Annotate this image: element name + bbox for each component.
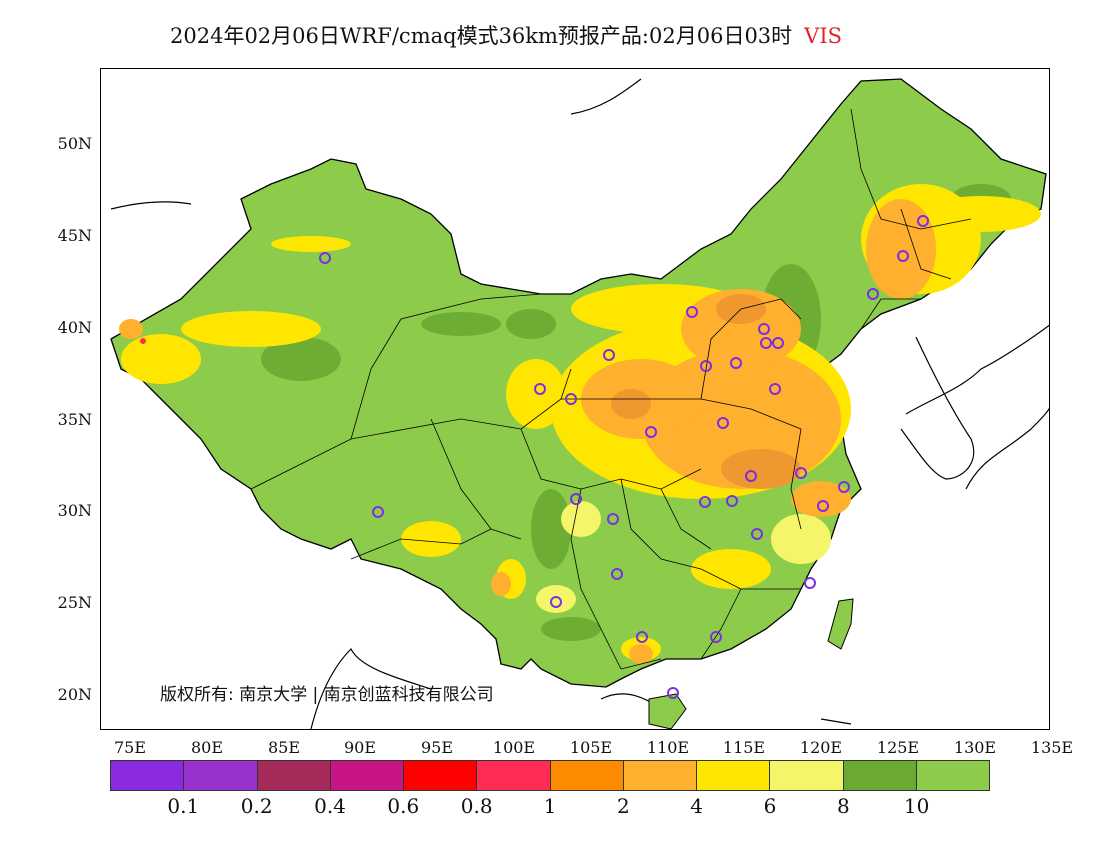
coastline-japan xyxy=(905,324,1049,490)
station-marker xyxy=(917,215,929,227)
lon-label: 100E xyxy=(492,738,536,757)
station-marker xyxy=(550,596,562,608)
station-marker xyxy=(372,506,384,518)
lat-label: 40N xyxy=(57,318,92,337)
station-marker xyxy=(730,357,742,369)
legend-color-box xyxy=(916,761,989,790)
station-marker xyxy=(758,323,770,335)
lon-label: 125E xyxy=(876,738,920,757)
legend-label: 1 xyxy=(543,794,557,818)
taiwan xyxy=(827,598,854,650)
station-marker xyxy=(645,426,657,438)
lat-label: 50N xyxy=(57,134,92,153)
lon-label: 75E xyxy=(113,738,147,757)
lon-label: 120E xyxy=(799,738,843,757)
lat-label: 45N xyxy=(57,226,92,245)
legend-label: 4 xyxy=(690,794,704,818)
china-visibility-map xyxy=(110,78,1049,729)
station-markers xyxy=(319,215,929,699)
station-marker xyxy=(745,470,757,482)
coastline-se-asia xyxy=(600,693,852,729)
lon-label: 95E xyxy=(420,738,454,757)
visibility-light-yellow xyxy=(536,501,831,613)
legend-color-box xyxy=(623,761,697,790)
lon-label: 85E xyxy=(267,738,301,757)
lat-label: 35N xyxy=(57,410,92,429)
legend-label: 0.4 xyxy=(314,794,346,818)
station-marker xyxy=(607,513,619,525)
low-visibility-spot xyxy=(140,338,146,344)
title-variable: VIS xyxy=(804,24,843,48)
legend-color-box xyxy=(330,761,404,790)
station-marker xyxy=(534,383,546,395)
lon-label: 130E xyxy=(953,738,997,757)
legend-color-box xyxy=(843,761,917,790)
legend-label: 6 xyxy=(763,794,777,818)
lat-label: 20N xyxy=(57,685,92,704)
province-boundaries xyxy=(250,108,972,670)
legend-color-box xyxy=(404,761,478,790)
station-marker xyxy=(817,500,829,512)
legend-color-box xyxy=(697,761,771,790)
copyright-text: 版权所有: 南京大学 | 南京创蓝科技有限公司 xyxy=(160,685,494,705)
station-marker xyxy=(804,577,816,589)
lat-label: 25N xyxy=(57,593,92,612)
lon-label: 115E xyxy=(722,738,766,757)
map-panel xyxy=(100,68,1050,730)
station-marker xyxy=(667,687,679,699)
legend-label: 0.6 xyxy=(387,794,420,818)
legend-label: 10 xyxy=(903,794,930,818)
hainan xyxy=(648,693,687,729)
lon-label: 110E xyxy=(646,738,690,757)
legend-label: 2 xyxy=(616,794,630,818)
title-main: 2024年02月06日WRF/cmaq模式36km预报产品:02月06日03时 xyxy=(170,24,793,48)
station-marker xyxy=(686,306,698,318)
station-marker xyxy=(838,481,850,493)
station-marker xyxy=(570,493,582,505)
station-marker xyxy=(769,383,781,395)
lon-label: 90E xyxy=(343,738,377,757)
station-marker xyxy=(772,337,784,349)
coastline-korea xyxy=(900,336,975,480)
station-marker xyxy=(636,631,648,643)
station-marker xyxy=(867,288,879,300)
legend-color-box xyxy=(550,761,624,790)
legend-color-box xyxy=(111,761,185,790)
station-marker xyxy=(603,349,615,361)
station-marker xyxy=(751,528,763,540)
legend-label: 8 xyxy=(836,794,850,818)
map-title: 2024年02月06日WRF/cmaq模式36km预报产品:02月06日03时 V… xyxy=(170,20,842,50)
station-marker xyxy=(565,393,577,405)
legend-color-box xyxy=(257,761,331,790)
station-marker xyxy=(710,631,722,643)
legend-color-box xyxy=(477,761,551,790)
station-marker xyxy=(611,568,623,580)
legend-label: 0.8 xyxy=(460,794,493,818)
station-marker xyxy=(699,496,711,508)
legend-color-box xyxy=(770,761,844,790)
station-marker xyxy=(717,417,729,429)
color-legend xyxy=(110,760,990,791)
legend-label: 0.2 xyxy=(240,794,273,818)
lon-label: 80E xyxy=(190,738,224,757)
coastline-south-asia xyxy=(310,647,432,729)
lon-label: 105E xyxy=(569,738,613,757)
station-marker xyxy=(319,252,331,264)
station-marker xyxy=(795,467,807,479)
visibility-orange xyxy=(119,199,936,664)
station-marker xyxy=(760,337,772,349)
coastline-russia xyxy=(110,78,642,210)
legend-label: 0.1 xyxy=(167,794,200,818)
lat-label: 30N xyxy=(57,501,92,520)
lon-label: 135E xyxy=(1030,738,1074,757)
station-marker xyxy=(726,495,738,507)
station-marker xyxy=(897,250,909,262)
station-marker xyxy=(700,360,712,372)
legend-color-box xyxy=(184,761,258,790)
